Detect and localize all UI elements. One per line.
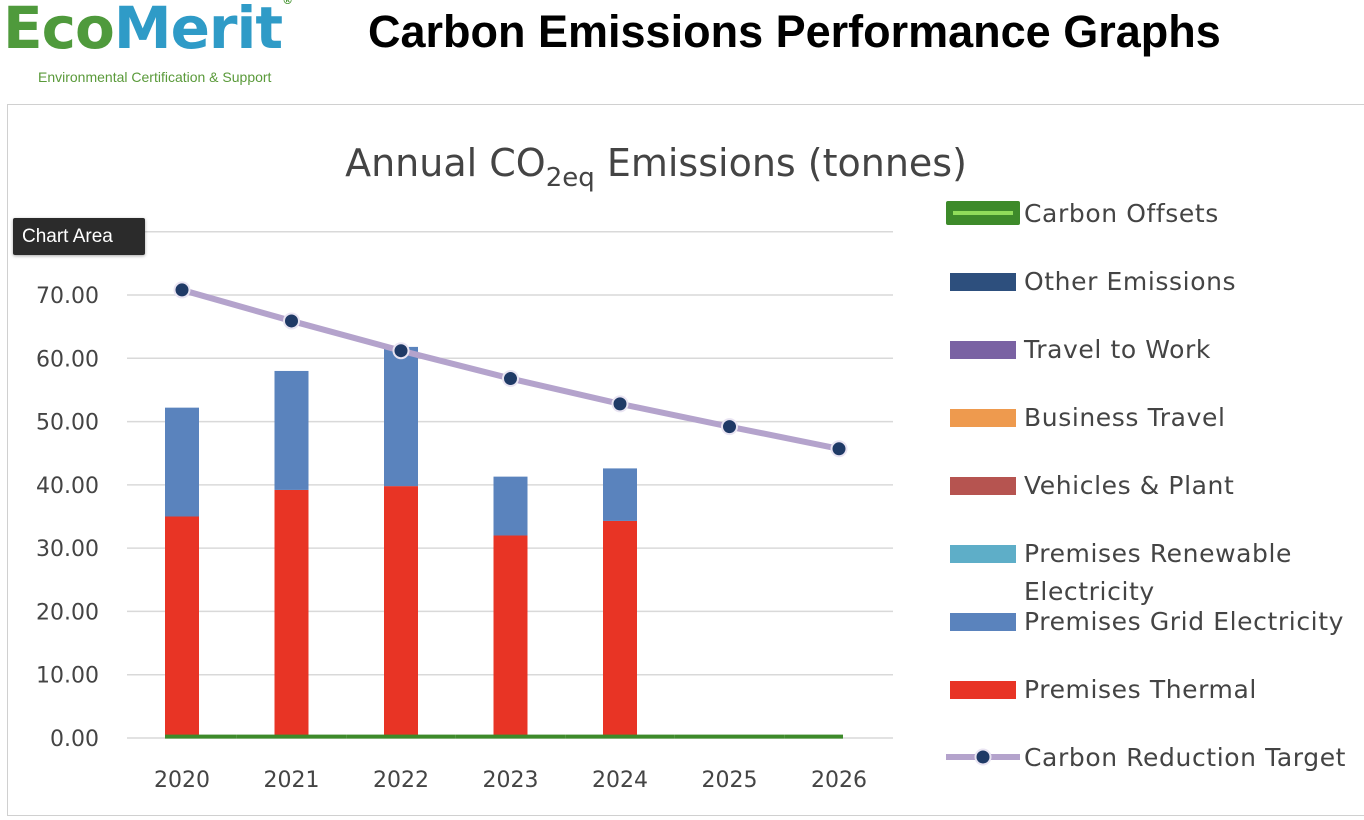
y-tick-label: 10.00 [36,664,99,689]
legend-label: Premises Thermal [1024,675,1257,704]
legend[interactable]: Carbon Offsets Other Emissions Travel to W… [946,199,1346,772]
logo-merit: Merit [113,0,283,62]
chart-title: Annual CO2eq Emissions (tonnes) [345,141,967,193]
legend-swatch [950,681,1016,699]
y-tick-label: 20.00 [36,600,99,625]
legend-label: Travel to Work [1023,335,1211,364]
legend-swatch [950,613,1016,631]
bar-premises-grid-electricity [384,346,418,487]
x-tick-label: 2020 [154,768,210,793]
y-tick-label: 60.00 [36,347,99,372]
legend-item[interactable]: Travel to Work [950,335,1211,364]
axes: 0.00 10.00 20.00 30.00 40.00 50.00 60.00 70.00 2… [36,284,867,793]
legend-swatch [950,545,1016,563]
bar-carbon-offsets [346,734,456,739]
x-tick-label: 2024 [592,768,648,793]
logo-eco: Eco [3,0,115,62]
y-tick-label: 70.00 [36,284,99,309]
y-tick-label: 0.00 [50,727,99,752]
legend-swatch [950,341,1016,359]
legend-swatch [950,477,1016,495]
legend-label: Other Emissions [1024,267,1236,296]
bar-premises-thermal [493,535,528,738]
legend-swatch-marker [974,748,992,766]
target-marker [392,342,410,360]
bar-premises-grid-electricity [493,476,528,536]
target-marker [611,395,629,413]
legend-item[interactable]: Premises Thermal [950,675,1257,704]
legend-label: Premises Grid Electricity [1024,607,1344,636]
legend-label: Premises Renewable [1024,539,1292,568]
legend-label: Carbon Offsets [1024,199,1219,228]
bar-premises-grid-electricity [165,407,199,517]
target-marker [502,370,519,388]
bar-carbon-offsets [784,734,843,739]
legend-swatch-line [953,211,1013,215]
x-tick-label: 2025 [702,768,758,793]
bar-carbon-offsets [565,734,675,739]
legend-label: Carbon Reduction Target [1024,743,1346,772]
chart-area-tooltip: Chart Area [13,218,145,255]
target-marker [173,281,191,299]
bar-carbon-offsets [455,734,566,739]
logo-registered-mark: ® [282,0,293,7]
target-marker [721,418,738,436]
y-tick-label: 50.00 [36,411,99,436]
legend-label-line2: Electricity [1024,577,1155,606]
bar-carbon-offsets [165,734,237,739]
legend-item[interactable]: Other Emissions [950,267,1236,296]
y-tick-label: 40.00 [36,474,99,499]
legend-label: Vehicles & Plant [1024,471,1234,500]
y-tick-label: 30.00 [36,537,99,562]
ecomerit-logo: EcoMerit® Environmental Certification & … [0,0,330,92]
bar-premises-thermal [384,486,418,738]
legend-item[interactable]: Premises Grid Electricity [950,607,1344,636]
bar-premises-thermal [274,489,309,738]
bar-carbon-offsets [236,734,347,739]
x-tick-label: 2022 [373,768,429,793]
legend-label: Business Travel [1024,403,1226,432]
bar-premises-thermal [603,520,637,738]
x-tick-label: 2023 [483,768,539,793]
x-tick-label: 2021 [264,768,320,793]
logo-wordmark: EcoMerit® [3,0,293,62]
bar-premises-grid-electricity [603,468,637,521]
target-marker [283,312,300,330]
legend-item[interactable]: Carbon Reduction Target [946,743,1346,772]
legend-item[interactable]: Business Travel [950,403,1226,432]
legend-item[interactable]: Carbon Offsets [946,199,1219,228]
target-line-series [173,281,848,458]
page-title: Carbon Emissions Performance Graphs [368,6,1221,57]
legend-item[interactable]: Premises Renewable Electricity [950,539,1292,606]
legend-swatch [950,273,1016,291]
logo-tagline: Environmental Certification & Support [38,69,272,85]
bar-carbon-offsets [674,734,785,739]
bar-premises-grid-electricity [274,370,309,490]
x-tick-label: 2026 [811,768,867,793]
legend-item[interactable]: Vehicles & Plant [950,471,1234,500]
legend-swatch [950,409,1016,427]
chart-area[interactable] [7,104,1364,816]
bar-series [165,346,843,739]
target-marker [830,440,848,458]
bar-premises-thermal [165,516,199,738]
